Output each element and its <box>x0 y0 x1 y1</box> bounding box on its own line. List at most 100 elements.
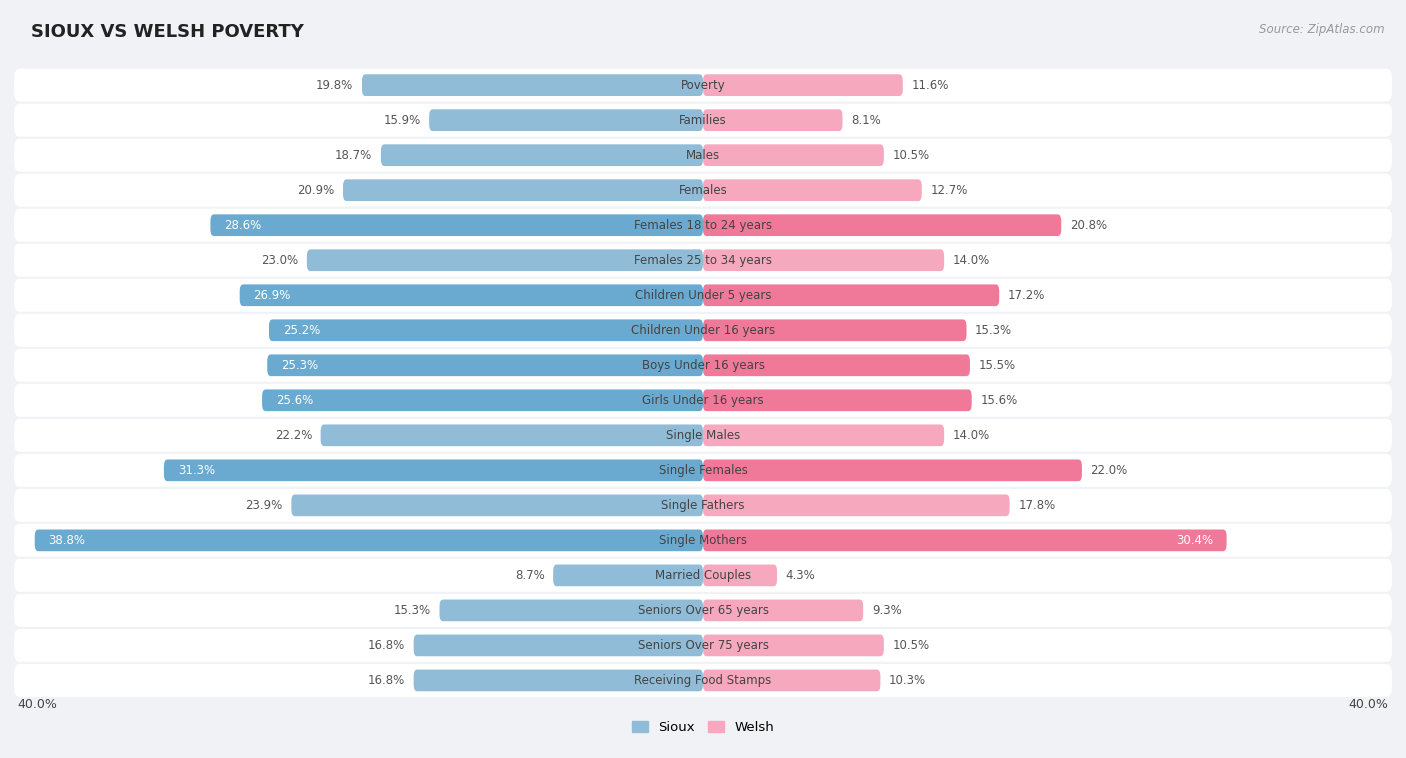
Text: 40.0%: 40.0% <box>1348 698 1389 711</box>
FancyBboxPatch shape <box>14 314 1392 346</box>
FancyBboxPatch shape <box>14 279 1392 312</box>
Text: Girls Under 16 years: Girls Under 16 years <box>643 394 763 407</box>
FancyBboxPatch shape <box>413 634 703 656</box>
FancyBboxPatch shape <box>381 144 703 166</box>
FancyBboxPatch shape <box>703 215 1062 236</box>
FancyBboxPatch shape <box>14 174 1392 207</box>
FancyBboxPatch shape <box>703 494 1010 516</box>
Text: Married Couples: Married Couples <box>655 569 751 582</box>
Text: 11.6%: 11.6% <box>911 79 949 92</box>
Text: 25.6%: 25.6% <box>276 394 314 407</box>
FancyBboxPatch shape <box>703 180 922 201</box>
FancyBboxPatch shape <box>703 600 863 622</box>
FancyBboxPatch shape <box>703 355 970 376</box>
Text: 15.6%: 15.6% <box>980 394 1018 407</box>
Text: 4.3%: 4.3% <box>786 569 815 582</box>
FancyBboxPatch shape <box>14 594 1392 627</box>
Text: 15.3%: 15.3% <box>976 324 1012 337</box>
Text: 14.0%: 14.0% <box>953 429 990 442</box>
FancyBboxPatch shape <box>269 319 703 341</box>
Text: Families: Families <box>679 114 727 127</box>
Text: 25.3%: 25.3% <box>281 359 318 371</box>
Text: 8.7%: 8.7% <box>515 569 544 582</box>
Text: 12.7%: 12.7% <box>931 183 967 196</box>
Text: Females: Females <box>679 183 727 196</box>
FancyBboxPatch shape <box>413 669 703 691</box>
FancyBboxPatch shape <box>14 629 1392 662</box>
FancyBboxPatch shape <box>262 390 703 411</box>
Text: 38.8%: 38.8% <box>48 534 86 547</box>
FancyBboxPatch shape <box>35 530 703 551</box>
Text: 17.8%: 17.8% <box>1018 499 1056 512</box>
FancyBboxPatch shape <box>291 494 703 516</box>
Text: Males: Males <box>686 149 720 161</box>
Text: 10.5%: 10.5% <box>893 639 929 652</box>
FancyBboxPatch shape <box>703 390 972 411</box>
Text: Females 25 to 34 years: Females 25 to 34 years <box>634 254 772 267</box>
FancyBboxPatch shape <box>343 180 703 201</box>
FancyBboxPatch shape <box>703 284 1000 306</box>
Text: 16.8%: 16.8% <box>368 674 405 687</box>
Text: SIOUX VS WELSH POVERTY: SIOUX VS WELSH POVERTY <box>31 23 304 41</box>
FancyBboxPatch shape <box>703 424 945 446</box>
FancyBboxPatch shape <box>14 664 1392 697</box>
FancyBboxPatch shape <box>703 319 966 341</box>
Text: 15.5%: 15.5% <box>979 359 1015 371</box>
FancyBboxPatch shape <box>553 565 703 586</box>
FancyBboxPatch shape <box>321 424 703 446</box>
Text: 10.3%: 10.3% <box>889 674 927 687</box>
FancyBboxPatch shape <box>14 489 1392 522</box>
FancyBboxPatch shape <box>703 634 884 656</box>
FancyBboxPatch shape <box>429 109 703 131</box>
Text: 31.3%: 31.3% <box>177 464 215 477</box>
FancyBboxPatch shape <box>14 454 1392 487</box>
Text: Females 18 to 24 years: Females 18 to 24 years <box>634 219 772 232</box>
FancyBboxPatch shape <box>703 530 1226 551</box>
FancyBboxPatch shape <box>14 384 1392 417</box>
FancyBboxPatch shape <box>703 249 945 271</box>
FancyBboxPatch shape <box>14 69 1392 102</box>
FancyBboxPatch shape <box>211 215 703 236</box>
FancyBboxPatch shape <box>703 74 903 96</box>
FancyBboxPatch shape <box>239 284 703 306</box>
Text: 17.2%: 17.2% <box>1008 289 1045 302</box>
Text: 10.5%: 10.5% <box>893 149 929 161</box>
Legend: Sioux, Welsh: Sioux, Welsh <box>631 721 775 734</box>
FancyBboxPatch shape <box>14 244 1392 277</box>
Text: 15.9%: 15.9% <box>384 114 420 127</box>
Text: Single Females: Single Females <box>658 464 748 477</box>
Text: Receiving Food Stamps: Receiving Food Stamps <box>634 674 772 687</box>
Text: Seniors Over 65 years: Seniors Over 65 years <box>637 604 769 617</box>
Text: 14.0%: 14.0% <box>953 254 990 267</box>
FancyBboxPatch shape <box>14 349 1392 382</box>
FancyBboxPatch shape <box>703 109 842 131</box>
Text: 16.8%: 16.8% <box>368 639 405 652</box>
FancyBboxPatch shape <box>703 669 880 691</box>
FancyBboxPatch shape <box>14 524 1392 557</box>
Text: 26.9%: 26.9% <box>253 289 291 302</box>
Text: Poverty: Poverty <box>681 79 725 92</box>
Text: 30.4%: 30.4% <box>1175 534 1213 547</box>
Text: 28.6%: 28.6% <box>224 219 262 232</box>
Text: 22.0%: 22.0% <box>1091 464 1128 477</box>
Text: 22.2%: 22.2% <box>274 429 312 442</box>
Text: Single Fathers: Single Fathers <box>661 499 745 512</box>
FancyBboxPatch shape <box>267 355 703 376</box>
Text: Seniors Over 75 years: Seniors Over 75 years <box>637 639 769 652</box>
Text: Boys Under 16 years: Boys Under 16 years <box>641 359 765 371</box>
FancyBboxPatch shape <box>165 459 703 481</box>
Text: Children Under 16 years: Children Under 16 years <box>631 324 775 337</box>
FancyBboxPatch shape <box>307 249 703 271</box>
Text: Source: ZipAtlas.com: Source: ZipAtlas.com <box>1260 23 1385 36</box>
Text: 8.1%: 8.1% <box>851 114 882 127</box>
Text: Children Under 5 years: Children Under 5 years <box>634 289 772 302</box>
FancyBboxPatch shape <box>14 208 1392 242</box>
FancyBboxPatch shape <box>14 419 1392 452</box>
FancyBboxPatch shape <box>14 104 1392 136</box>
FancyBboxPatch shape <box>440 600 703 622</box>
Text: 23.9%: 23.9% <box>246 499 283 512</box>
Text: 25.2%: 25.2% <box>283 324 321 337</box>
FancyBboxPatch shape <box>703 565 778 586</box>
Text: 20.8%: 20.8% <box>1070 219 1107 232</box>
FancyBboxPatch shape <box>14 139 1392 171</box>
